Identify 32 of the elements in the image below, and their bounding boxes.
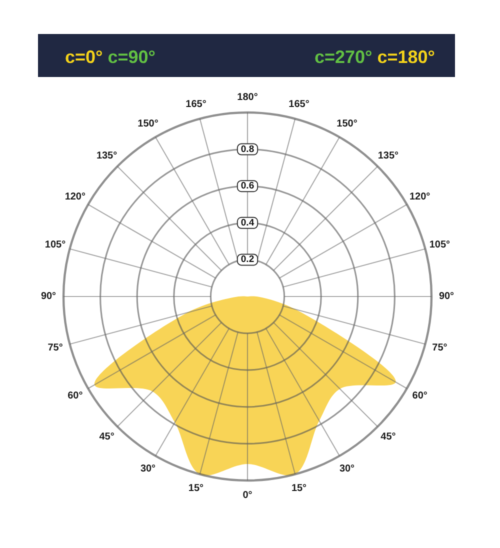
text: c=90° (108, 47, 156, 67)
spoke-label: 105° (44, 239, 66, 250)
spoke-label: 0° (242, 490, 252, 501)
spoke-label: 165° (186, 98, 206, 110)
spoke-label: 135° (96, 150, 118, 162)
spoke-label: 60° (68, 390, 83, 402)
spoke-label: 30° (339, 463, 355, 474)
spoke-label: 90° (438, 291, 454, 302)
text: c=270° (314, 47, 372, 67)
y-tick-label: 0.2 (240, 254, 254, 266)
spoke-label: 15° (291, 483, 307, 494)
spoke-label: 30° (140, 463, 156, 474)
text: c=180° (377, 47, 435, 67)
spoke-label: 75° (48, 342, 63, 354)
spoke-label: 45° (380, 432, 396, 443)
y-tick-label: 0.8 (240, 144, 254, 155)
y-tick-label: 0.4 (240, 217, 255, 228)
spoke-label: 90° (40, 291, 56, 302)
spoke-label: 150° (138, 118, 158, 130)
spoke-label: 180° (237, 92, 258, 103)
spoke-label: 75° (432, 342, 448, 354)
text: c=0° (65, 47, 103, 67)
y-tick-label: 0.6 (240, 180, 254, 192)
spoke-label: 165° (288, 98, 310, 110)
spoke-label: 120° (409, 192, 430, 202)
spoke-label: 105° (429, 239, 450, 250)
spoke-label: 120° (64, 192, 86, 202)
spoke-label: 15° (188, 483, 204, 494)
spoke-label: 135° (378, 150, 399, 162)
spoke-label: 60° (412, 390, 428, 402)
spoke-label: 150° (336, 118, 358, 130)
spoke-label: 45° (99, 432, 114, 443)
